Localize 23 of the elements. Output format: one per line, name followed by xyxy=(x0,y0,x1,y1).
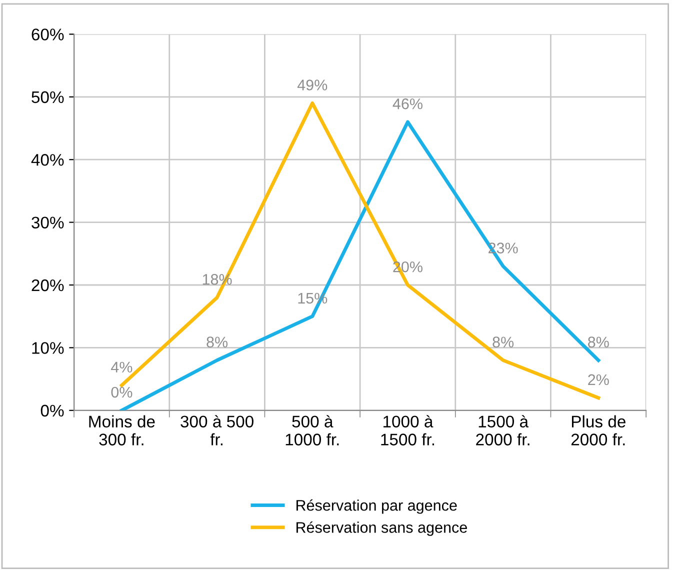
data-label: 8% xyxy=(588,336,609,348)
y-tick-label: 30% xyxy=(32,216,64,229)
y-tick-label: 50% xyxy=(32,91,64,104)
x-tick-label: 1500 à 2000 fr. xyxy=(476,415,530,446)
x-tick-label: 300 à 500 fr. xyxy=(180,415,254,446)
data-label: 46% xyxy=(392,98,422,110)
x-tick-label: 500 à 1000 fr. xyxy=(286,415,339,446)
data-label: 4% xyxy=(111,362,132,373)
data-label: 2% xyxy=(588,374,609,386)
data-label: 49% xyxy=(297,80,328,90)
legend-label: Réservation par agence xyxy=(296,499,457,514)
data-label: 8% xyxy=(492,336,514,348)
y-tick-label: 0% xyxy=(40,404,64,417)
x-tick-label: Moins de 300 fr. xyxy=(89,415,155,446)
x-tick-label: Plus de 2000 fr. xyxy=(571,415,626,446)
y-tick-label: 20% xyxy=(32,279,64,292)
y-tick-label: 60% xyxy=(32,28,64,40)
y-tick-label: 10% xyxy=(32,342,64,354)
data-label: 8% xyxy=(206,336,228,348)
y-tick-label: 40% xyxy=(31,154,64,166)
x-tick-label: 1000 à 1500 fr. xyxy=(381,415,434,446)
data-label: 0% xyxy=(111,386,132,398)
legend-label: Réservation sans agence xyxy=(296,521,467,536)
